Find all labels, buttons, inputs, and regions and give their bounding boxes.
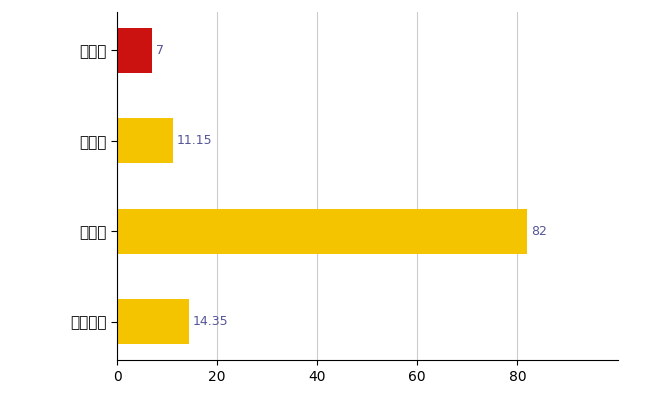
Text: 14.35: 14.35 — [193, 315, 228, 328]
Text: 7: 7 — [156, 44, 164, 57]
Bar — [117, 28, 152, 73]
Bar — [117, 208, 527, 254]
Bar — [117, 299, 188, 344]
Bar — [117, 118, 173, 164]
Text: 82: 82 — [532, 225, 547, 238]
Text: 11.15: 11.15 — [177, 134, 213, 147]
